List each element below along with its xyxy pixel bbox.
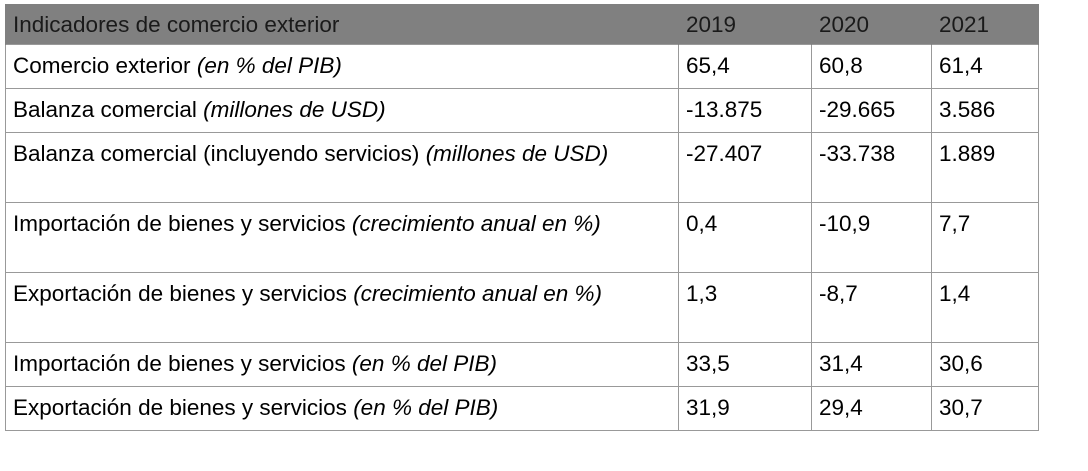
value-2019: 65,4	[678, 44, 812, 89]
row-label-cell: Exportación de bienes y servicios (creci…	[5, 272, 679, 343]
value-2021: 1.889	[931, 132, 1039, 203]
row-label-cell: Exportación de bienes y servicios (en % …	[5, 386, 679, 431]
row-label: Importación de bienes y servicios	[13, 351, 346, 376]
value-2020: -10,9	[811, 202, 932, 273]
value-2020: 60,8	[811, 44, 932, 89]
row-unit: (crecimiento anual en %)	[351, 211, 601, 236]
table-row: Exportación de bienes y servicios (creci…	[5, 272, 1039, 343]
row-label: Exportación de bienes y servicios	[13, 281, 347, 306]
row-unit: (millones de USD)	[203, 97, 386, 122]
value-2021: 1,4	[931, 272, 1039, 343]
table-row: Importación de bienes y servicios (en % …	[5, 342, 1039, 387]
value-2021: 61,4	[931, 44, 1039, 89]
table-row: Importación de bienes y servicios (creci…	[5, 202, 1039, 273]
table-row: Exportación de bienes y servicios (en % …	[5, 386, 1039, 431]
value-2021: 30,6	[931, 342, 1039, 387]
value-2019: 33,5	[678, 342, 812, 387]
row-unit: (en % del PIB)	[196, 53, 342, 78]
table-header-row: Indicadores de comercio exterior 2019 20…	[5, 4, 1039, 45]
value-2019: 31,9	[678, 386, 812, 431]
header-year-2020: 2020	[811, 4, 932, 45]
row-label-cell: Balanza comercial (millones de USD)	[5, 88, 679, 133]
value-2019: 0,4	[678, 202, 812, 273]
row-unit: (millones de USD)	[425, 141, 609, 166]
trade-indicators-table-wrapper: Indicadores de comercio exterior 2019 20…	[5, 4, 1039, 431]
row-label: Exportación de bienes y servicios	[13, 395, 347, 420]
value-2020: -33.738	[811, 132, 932, 203]
table-row: Balanza comercial (millones de USD) -13.…	[5, 88, 1039, 133]
value-2019: -13.875	[678, 88, 812, 133]
value-2021: 30,7	[931, 386, 1039, 431]
row-label: Balanza comercial	[13, 97, 197, 122]
value-2019: 1,3	[678, 272, 812, 343]
row-label: Balanza comercial (incluyendo servicios)	[13, 141, 420, 166]
row-label-cell: Comercio exterior (en % del PIB)	[5, 44, 679, 89]
value-2020: 29,4	[811, 386, 932, 431]
row-unit: (crecimiento anual en %)	[353, 281, 603, 306]
row-label-cell: Importación de bienes y servicios (creci…	[5, 202, 679, 273]
header-year-2021: 2021	[931, 4, 1039, 45]
trade-indicators-table: Indicadores de comercio exterior 2019 20…	[5, 4, 1039, 431]
value-2021: 3.586	[931, 88, 1039, 133]
value-2020: -8,7	[811, 272, 932, 343]
header-year-2019: 2019	[678, 4, 812, 45]
row-unit: (en % del PIB)	[351, 351, 497, 376]
table-row: Balanza comercial (incluyendo servicios)…	[5, 132, 1039, 203]
header-indicator-label: Indicadores de comercio exterior	[5, 4, 679, 45]
row-label-cell: Importación de bienes y servicios (en % …	[5, 342, 679, 387]
row-label: Comercio exterior	[13, 53, 191, 78]
value-2019: -27.407	[678, 132, 812, 203]
row-unit: (en % del PIB)	[353, 395, 499, 420]
row-label-cell: Balanza comercial (incluyendo servicios)…	[5, 132, 679, 203]
row-label: Importación de bienes y servicios	[13, 211, 346, 236]
value-2020: 31,4	[811, 342, 932, 387]
table-row: Comercio exterior (en % del PIB) 65,4 60…	[5, 44, 1039, 89]
value-2020: -29.665	[811, 88, 932, 133]
value-2021: 7,7	[931, 202, 1039, 273]
